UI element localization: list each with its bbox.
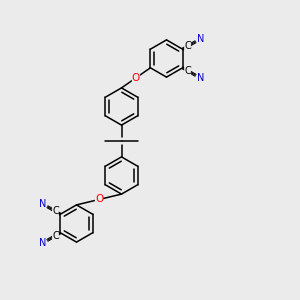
Text: C: C: [184, 41, 191, 51]
Text: O: O: [95, 194, 103, 205]
Text: N: N: [38, 238, 46, 248]
Text: N: N: [197, 73, 205, 83]
Text: O: O: [132, 73, 140, 83]
Text: C: C: [52, 206, 59, 216]
Text: C: C: [184, 66, 191, 76]
Text: N: N: [197, 34, 205, 44]
Text: N: N: [38, 199, 46, 209]
Text: C: C: [52, 231, 59, 241]
